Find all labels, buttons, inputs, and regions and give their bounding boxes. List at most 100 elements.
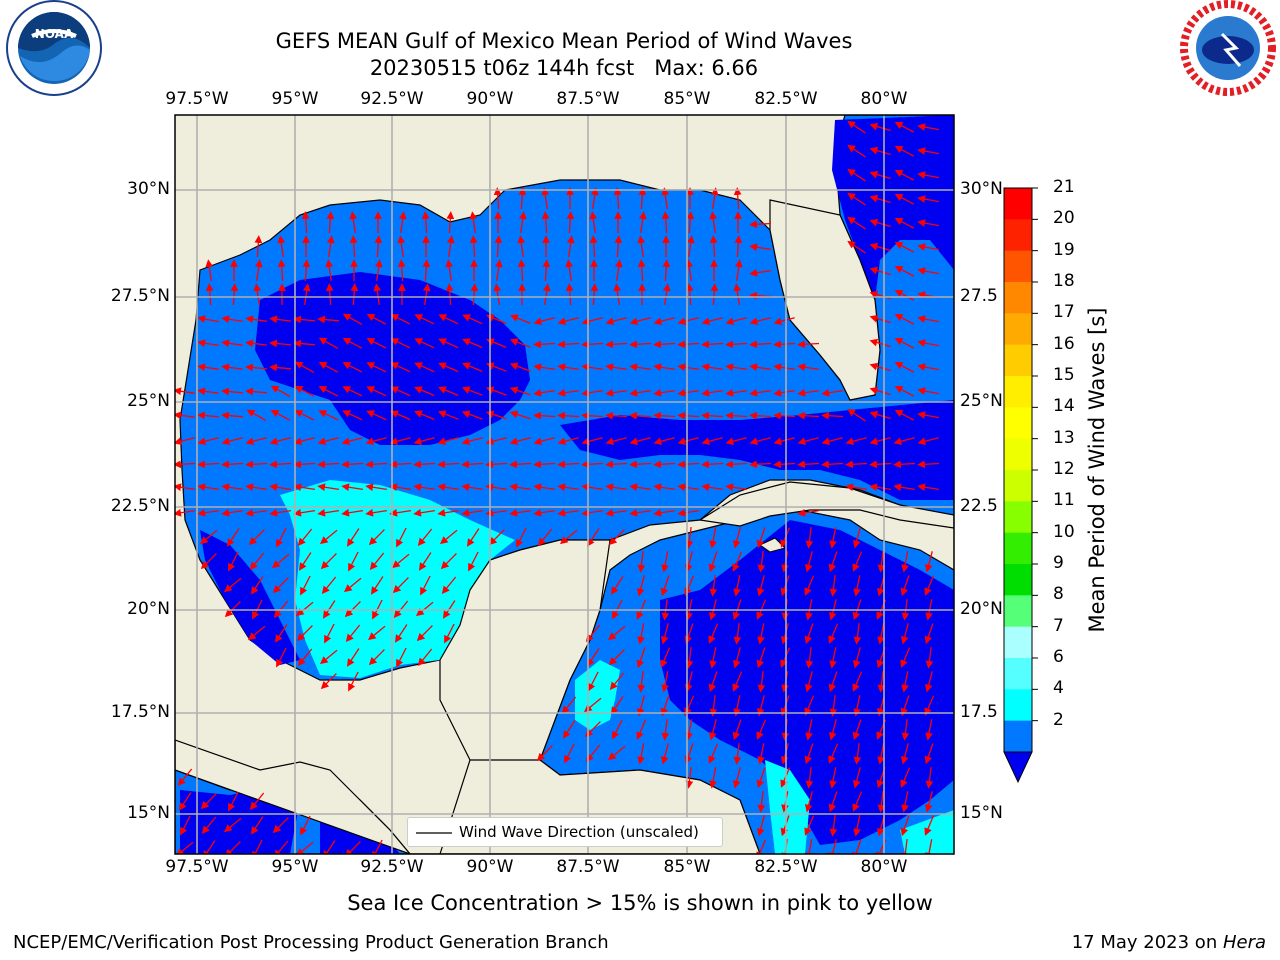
wind-arrow-162 [269, 339, 292, 348]
wind-arrow-489 [828, 599, 837, 621]
wind-arrow-486 [756, 599, 767, 620]
wind-arrow-323 [437, 460, 460, 469]
wind-arrow-125 [710, 283, 719, 306]
wind-arrow-157 [894, 313, 915, 325]
wind-arrow-294 [509, 437, 531, 446]
colorbar-label-3: 18 [1053, 271, 1075, 291]
wind-arrow-49 [894, 217, 915, 229]
wind-arrow-23 [847, 192, 866, 206]
wind-arrow-131 [197, 315, 220, 323]
wind-arrow-295 [533, 437, 555, 446]
wind-arrow-0 [847, 120, 866, 134]
wind-arrow-388 [557, 508, 580, 517]
wind-arrow-604 [900, 743, 909, 765]
wind-arrow-180 [701, 340, 724, 349]
wind-arrow-171 [486, 338, 507, 349]
wind-arrow-571 [900, 695, 910, 717]
wind-arrow-380 [365, 508, 388, 517]
wind-arrow-434 [661, 551, 669, 573]
wind-arrow-113 [422, 283, 431, 305]
wind-arrow-469 [924, 575, 935, 596]
wind-arrow-344 [175, 483, 196, 492]
wind-arrow-612 [805, 767, 814, 789]
wind-arrow-182 [749, 340, 772, 349]
wind-arrow-555 [901, 671, 909, 693]
wind-arrow-650 [322, 840, 336, 854]
wind-arrow-394 [797, 508, 820, 517]
wind-arrow-471 [252, 599, 263, 620]
wind-arrow-567 [804, 695, 815, 716]
wind-arrow-257 [390, 410, 411, 421]
wind-arrow-548 [732, 671, 743, 692]
wind-arrow-341 [869, 460, 892, 469]
wind-arrow-502 [444, 623, 455, 644]
wind-arrow-414 [709, 527, 717, 549]
wind-arrow-335 [725, 460, 748, 469]
lon-label-top-1: 95°W [271, 89, 319, 109]
wind-arrow-503 [585, 624, 601, 643]
colorbar-label-15: 6 [1053, 647, 1064, 667]
wind-arrow-316 [269, 460, 292, 469]
wind-arrow-345 [197, 483, 220, 492]
cuba [698, 481, 954, 529]
wind-arrow-510 [757, 623, 765, 645]
wind-arrow-452 [370, 576, 384, 595]
wind-arrow-541 [348, 671, 359, 692]
wind-arrow-447 [250, 576, 264, 595]
wind-arrow-54 [326, 235, 335, 257]
wind-arrow-193 [318, 361, 339, 373]
wind-arrow-327 [533, 460, 556, 469]
wind-arrow-250 [221, 411, 244, 420]
wind-arrow-256 [366, 410, 387, 421]
wind-arrow-18 [638, 187, 647, 210]
wind-arrow-70 [709, 235, 718, 258]
lat-label-right-4: 20°N [960, 599, 1003, 619]
wind-arrow-475 [344, 601, 361, 618]
lon-label-bottom-3: 90°W [466, 857, 514, 877]
colorbar-band-2 [1004, 250, 1032, 283]
wind-arrow-258 [414, 410, 435, 421]
wind-arrow-543 [609, 672, 625, 691]
wind-arrow-492 [901, 599, 910, 621]
wind-arrow-608 [709, 767, 717, 789]
wind-arrow-279 [917, 411, 940, 419]
lon-label-bottom-1: 95°W [271, 857, 319, 877]
colorbar-band-17 [1004, 720, 1032, 753]
wind-arrow-645 [202, 840, 216, 854]
wind-arrow-619 [200, 793, 217, 810]
colorbar-band-11 [1004, 532, 1032, 565]
wind-arrow-71 [734, 235, 743, 258]
wind-arrow-411 [586, 528, 600, 547]
colorbar-label-11: 10 [1053, 521, 1075, 542]
wind-arrow-320 [365, 460, 388, 469]
wind-arrow-239 [701, 388, 724, 397]
wind-arrow-338 [797, 460, 820, 469]
colorbar-label-17: 2 [1053, 709, 1064, 730]
wind-arrow-347 [245, 483, 268, 492]
wind-arrow-481 [636, 599, 647, 620]
svg-text:NOAA: NOAA [35, 27, 74, 41]
wind-arrow-622 [757, 791, 766, 813]
wind-arrow-301 [677, 437, 699, 446]
wind-arrow-525 [586, 648, 600, 667]
wind-arrow-465 [829, 575, 838, 597]
wind-arrow-552 [828, 671, 838, 693]
lat-label-right-6: 15°N [960, 803, 1003, 823]
wind-arrow-137 [342, 313, 363, 325]
wind-arrow-331 [629, 460, 652, 469]
lat-label-right-3: 22.5 [960, 496, 998, 516]
wind-arrow-4 [847, 144, 866, 158]
lat-label-left-5: 17.5°N [110, 702, 170, 722]
wind-arrow-436 [708, 551, 718, 573]
wind-arrow-312 [175, 460, 196, 469]
wind-arrow-351 [341, 483, 364, 492]
wind-arrow-138 [366, 313, 387, 325]
wind-arrow-207 [653, 363, 676, 372]
lon-label-top-2: 92.5°W [360, 89, 424, 109]
wind-arrow-497 [324, 623, 335, 644]
wind-arrow-343 [917, 460, 940, 469]
map-legend: Wind Wave Direction (unscaled) [407, 817, 723, 847]
wind-arrow-609 [732, 767, 741, 789]
wind-arrow-349 [293, 483, 316, 492]
wind-arrow-16 [590, 187, 599, 209]
